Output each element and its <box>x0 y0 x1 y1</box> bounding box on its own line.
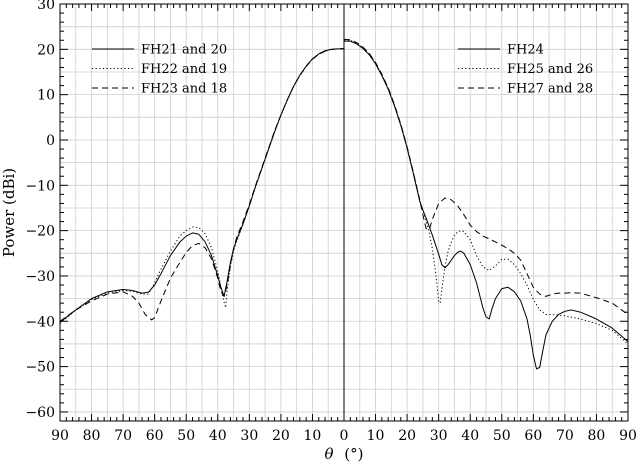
x-tick-label: 10 <box>367 428 385 444</box>
series-lines <box>59 38 629 370</box>
y-tick-label: −20 <box>25 224 55 240</box>
x-axis-title: θ (°) <box>324 445 363 463</box>
x-tick-label: 40 <box>209 428 227 444</box>
series-line-right-dashed <box>343 38 629 315</box>
y-tick-label: 0 <box>46 133 55 149</box>
x-tick-label: 60 <box>524 428 542 444</box>
x-tick-label: 50 <box>493 428 511 444</box>
y-tick-label: −50 <box>25 360 55 376</box>
x-tick-label: 80 <box>588 428 606 444</box>
y-tick-label: 10 <box>37 88 55 104</box>
x-tick-label: 30 <box>430 428 448 444</box>
legend-label: FH24 <box>507 43 544 58</box>
y-tick-label: −40 <box>25 314 55 330</box>
x-tick-label: 90 <box>51 428 69 444</box>
x-tick-label: 20 <box>398 428 416 444</box>
x-tick-label: 70 <box>556 428 574 444</box>
x-axis-symbol: θ <box>324 445 333 463</box>
legend-label: FH22 and 19 <box>141 62 227 77</box>
x-tick-label: 20 <box>272 428 290 444</box>
x-tick-labels: 90 80 70 60 50 40 30 20 10 0 10 20 30 40 50 60 70 80 90 <box>51 428 637 444</box>
x-tick-label: 70 <box>114 428 132 444</box>
y-tick-label: −10 <box>25 178 55 194</box>
y-tick-label: 20 <box>37 42 55 58</box>
x-axis-unit: (°) <box>344 445 363 463</box>
series-line-right-dotted <box>344 39 629 345</box>
x-tick-label: 80 <box>83 428 101 444</box>
plot-frame <box>59 3 629 422</box>
legends: FH21 and 20 FH22 and 19 FH23 and 18 FH24 FH2… <box>92 43 593 97</box>
x-tick-label: 90 <box>619 428 637 444</box>
legend-label: FH21 and 20 <box>141 43 227 58</box>
x-tick-label: 50 <box>177 428 195 444</box>
x-tick-label: 10 <box>304 428 322 444</box>
legend-label: FH27 and 28 <box>507 82 593 97</box>
y-tick-label: −60 <box>25 405 55 421</box>
y-tick-labels: −60 −50 −40 −30 −20 −10 0 10 20 30 <box>25 0 55 421</box>
y-tick-label: 30 <box>37 0 55 13</box>
x-tick-label: 60 <box>146 428 164 444</box>
x-tick-label: 40 <box>461 428 479 444</box>
x-tick-label: 0 <box>340 428 349 444</box>
legend-label: FH23 and 18 <box>141 82 227 97</box>
x-tick-label: 30 <box>240 428 258 444</box>
y-axis-title: Power (dBi) <box>0 168 18 257</box>
axis-ticks <box>59 3 629 421</box>
series-line-left-dashed <box>59 47 345 322</box>
y-tick-label: −30 <box>25 269 55 285</box>
legend-label: FH25 and 26 <box>507 62 593 77</box>
